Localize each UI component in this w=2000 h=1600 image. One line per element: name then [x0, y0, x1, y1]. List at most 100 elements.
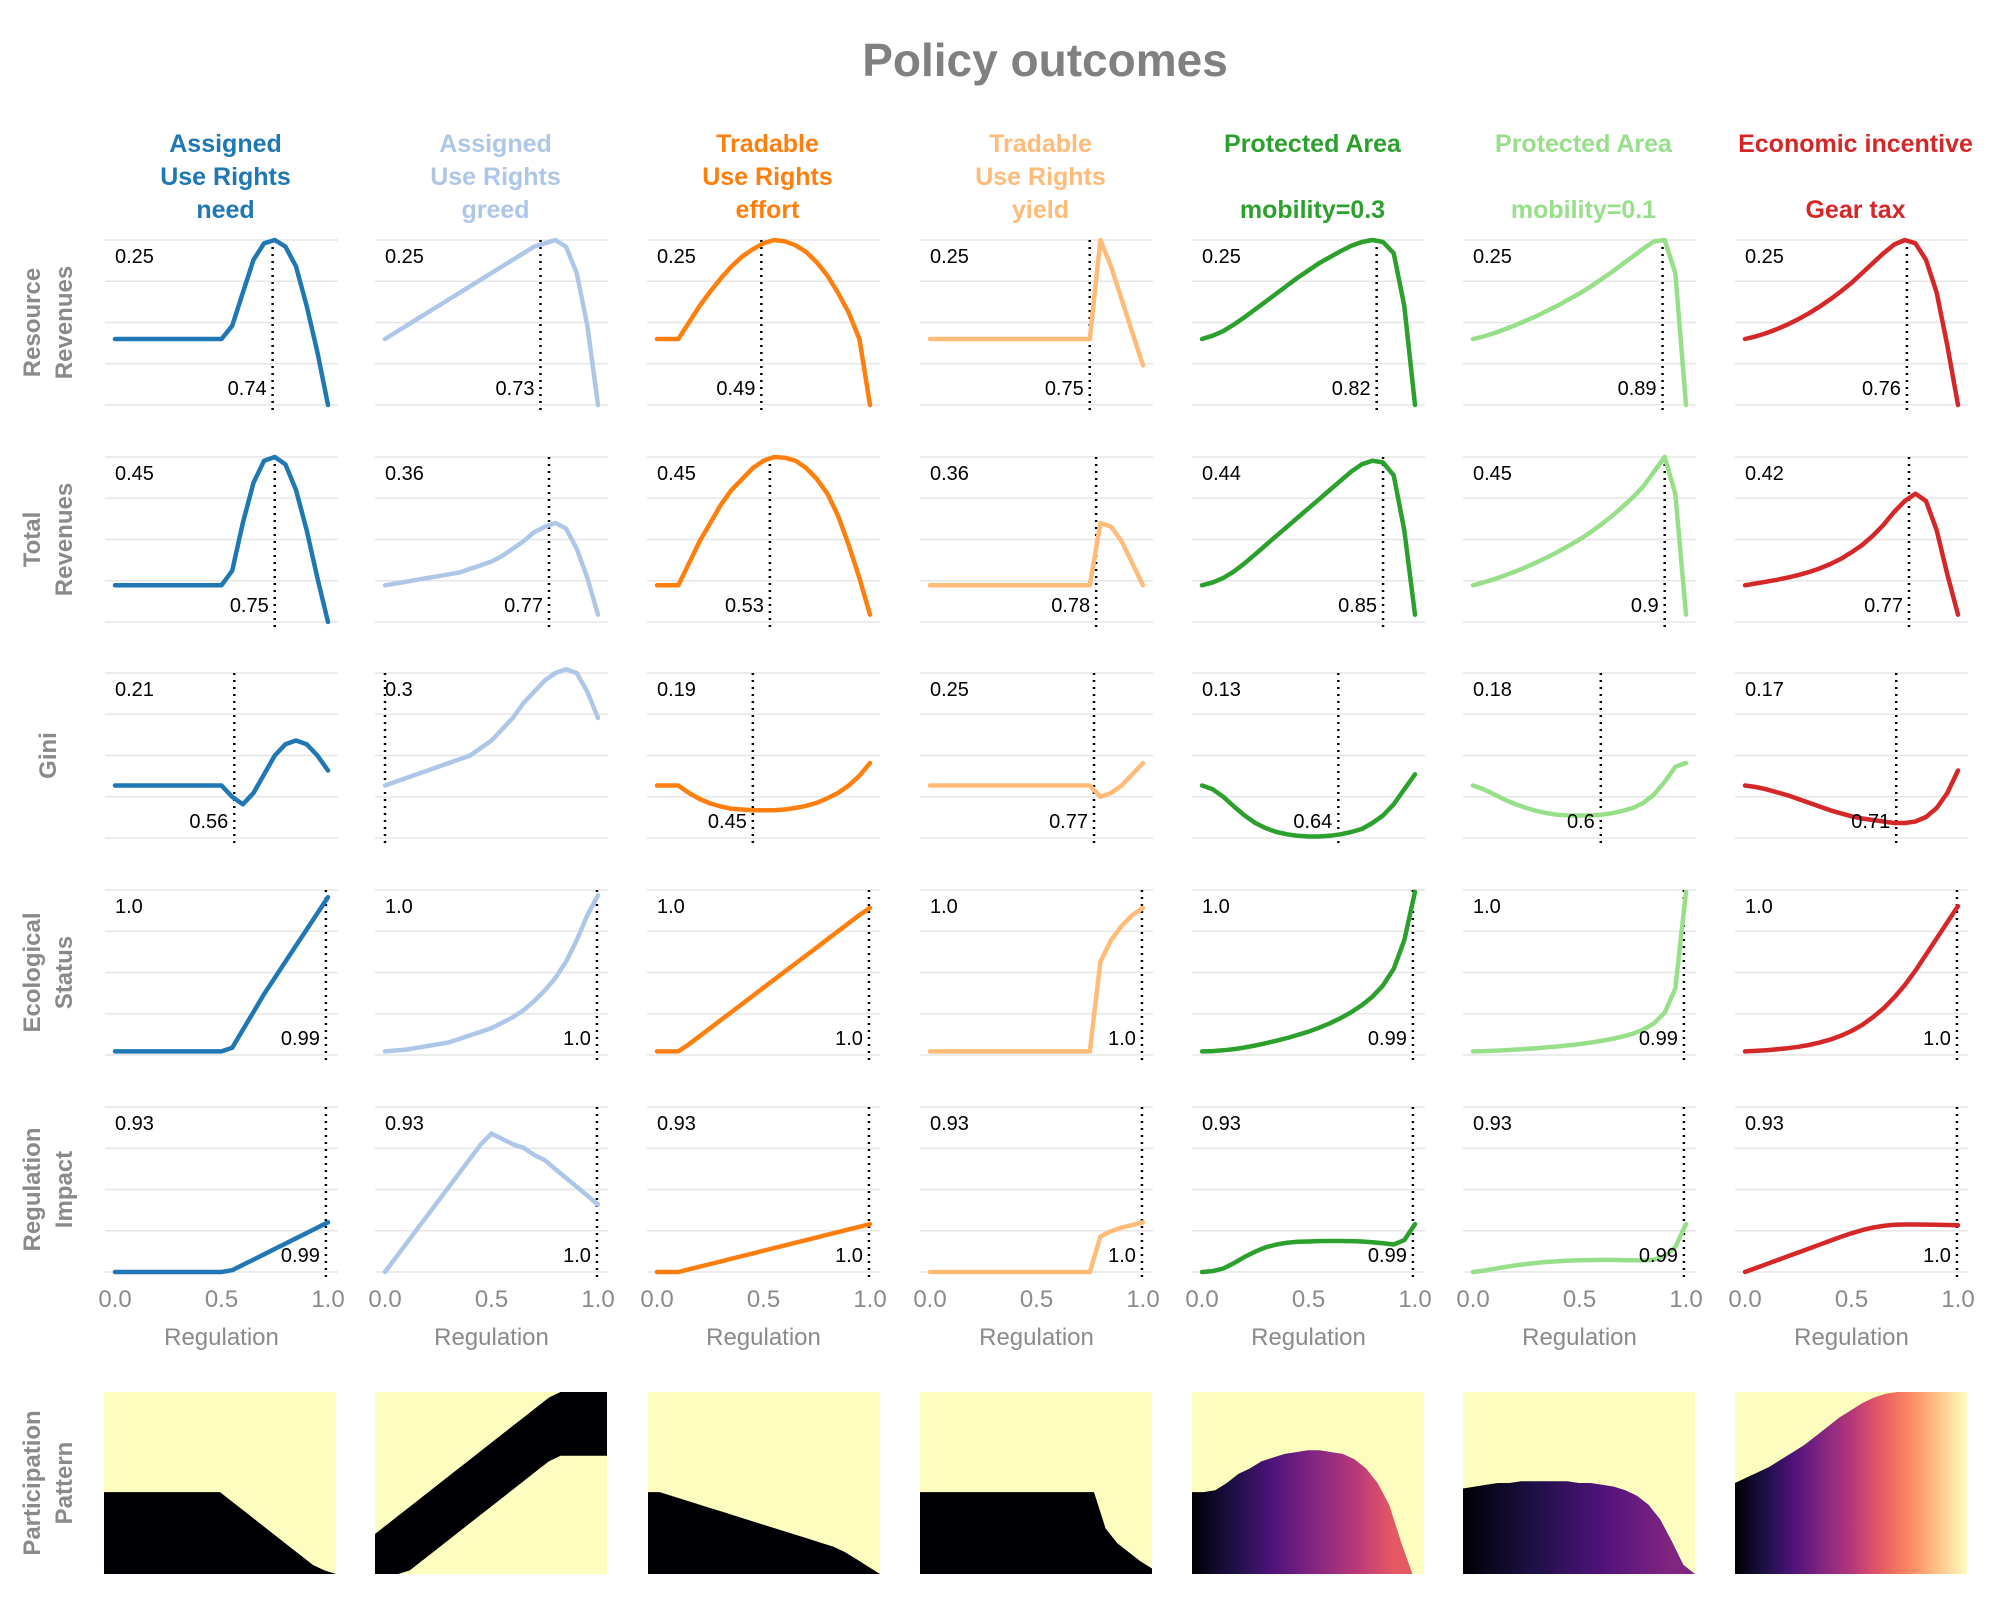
participation-heatmap: [1463, 1392, 1695, 1574]
line-panel: 0.17 0.71: [1735, 672, 1968, 846]
series-line: [1199, 458, 1418, 617]
series-line: [112, 894, 331, 1054]
optimum-value-label: 0.89: [1618, 378, 1657, 400]
max-value-label: 1.0: [657, 896, 685, 918]
max-value-label: 0.42: [1745, 463, 1784, 485]
x-tick-label: 1.0: [1941, 1286, 1974, 1313]
max-value-label: 1.0: [1473, 896, 1501, 918]
x-tick-label: 0.0: [368, 1286, 401, 1313]
series-line: [1199, 772, 1418, 839]
participation-area: [1192, 1450, 1424, 1574]
row-label: Participation: [19, 1410, 46, 1555]
line-panel: 0.93 1.0: [920, 1106, 1153, 1280]
column-title: Tradable: [716, 130, 819, 158]
max-value-label: 0.17: [1745, 679, 1784, 701]
column-title: Protected Area: [1224, 130, 1402, 158]
max-value-label: 0.25: [930, 679, 969, 701]
series-line: [382, 1131, 601, 1275]
line-panel: 0.45 0.53: [647, 454, 880, 630]
line-panel: 0.21 0.56: [105, 672, 338, 846]
optimum-value-label: 1.0: [563, 1245, 591, 1267]
optimum-value-label: 0.78: [1051, 595, 1090, 617]
row-label: Regulation: [19, 1128, 46, 1252]
column-title: effort: [736, 196, 801, 224]
series-line: [927, 237, 1146, 368]
optimum-value-label: 0.75: [1045, 378, 1084, 400]
series-line: [1470, 454, 1689, 617]
optimum-value-label: 0.74: [228, 378, 267, 400]
x-tick-label: 0.5: [475, 1286, 508, 1313]
x-tick-label: 1.0: [1398, 1286, 1431, 1313]
series-line: [1199, 1221, 1418, 1275]
participation-area: [648, 1492, 880, 1574]
max-value-label: 0.25: [1473, 246, 1512, 268]
column-title: Use Rights: [160, 163, 291, 191]
optimum-value-label: 0.85: [1338, 595, 1377, 617]
x-tick-label: 0.0: [640, 1286, 673, 1313]
column-title: mobility=0.1: [1511, 196, 1656, 224]
series-line: [112, 454, 331, 625]
line-panel: 1.0 0.99: [1463, 889, 1696, 1063]
line-panel: 0.25 0.73: [375, 237, 608, 413]
max-value-label: 0.45: [657, 463, 696, 485]
max-value-label: 0.25: [1745, 246, 1784, 268]
column-title: Protected Area: [1495, 130, 1673, 158]
line-panel: 0.18 0.6: [1463, 672, 1696, 846]
x-tick-label: 0.0: [1728, 1286, 1761, 1313]
series-line: [927, 1220, 1146, 1275]
line-panel: 0.45 0.9: [1463, 454, 1696, 630]
series-line: [1199, 889, 1418, 1054]
line-panel: 0.25 0.76: [1735, 237, 1968, 413]
line-panel: 1.0 1.0: [375, 889, 608, 1063]
series-line: [112, 738, 331, 807]
x-tick-label: 0.0: [1456, 1286, 1489, 1313]
series-line: [1470, 889, 1689, 1054]
max-value-label: 0.93: [657, 1113, 696, 1135]
x-tick-label: 0.5: [747, 1286, 780, 1313]
participation-heatmap: [920, 1392, 1152, 1574]
max-value-label: 0.93: [930, 1113, 969, 1135]
series-line: [654, 237, 873, 408]
optimum-value-label: 0.6: [1567, 811, 1595, 833]
optimum-value-label: 0.99: [1639, 1245, 1678, 1267]
x-tick-label: 0.5: [1292, 1286, 1325, 1313]
max-value-label: 0.45: [1473, 463, 1512, 485]
line-panel: 0.19 0.45: [647, 672, 880, 846]
optimum-value-label: 0.99: [281, 1245, 320, 1267]
x-axis-label: Regulation: [1522, 1324, 1637, 1351]
line-panel: 0.36 0.78: [920, 456, 1153, 630]
max-value-label: 0.36: [385, 463, 424, 485]
optimum-value-label: 0.71: [1851, 811, 1890, 833]
x-tick-label: 0.5: [205, 1286, 238, 1313]
line-panel: 0.25 0.74: [105, 237, 338, 413]
line-panel: 0.93 0.99: [1192, 1106, 1425, 1280]
x-tick-label: 0.5: [1835, 1286, 1868, 1313]
line-panel: 0.25 0.49: [647, 237, 880, 413]
series-line: [1199, 237, 1418, 408]
optimum-value-label: 1.0: [1923, 1245, 1951, 1267]
series-line: [112, 1220, 331, 1275]
x-tick-label: 0.0: [1185, 1286, 1218, 1313]
max-value-label: 0.93: [1745, 1113, 1784, 1135]
column-title: Assigned: [169, 130, 282, 158]
optimum-value-label: 0.73: [496, 378, 535, 400]
series-line: [1742, 1222, 1961, 1275]
max-value-label: 0.93: [115, 1113, 154, 1135]
participation-heatmap: [104, 1392, 336, 1574]
line-panel: 0.42 0.77: [1735, 456, 1968, 630]
line-panel: 0.45 0.75: [105, 454, 338, 630]
row-label: Revenues: [51, 483, 78, 596]
optimum-value-label: 1.0: [835, 1245, 863, 1267]
max-value-label: 0.25: [930, 246, 969, 268]
max-value-label: 1.0: [385, 896, 413, 918]
x-tick-label: 1.0: [1126, 1286, 1159, 1313]
line-panel: 0.93 1.0: [647, 1106, 880, 1280]
participation-heatmap: [375, 1392, 607, 1574]
x-tick-label: 0.5: [1563, 1286, 1596, 1313]
max-value-label: 1.0: [1745, 896, 1773, 918]
x-tick-label: 0.5: [1020, 1286, 1053, 1313]
line-panel: 0.25 0.89: [1463, 237, 1696, 413]
max-value-label: 0.25: [1202, 246, 1241, 268]
optimum-value-label: 1.0: [1923, 1028, 1951, 1050]
optimum-value-label: 0.64: [1293, 811, 1332, 833]
